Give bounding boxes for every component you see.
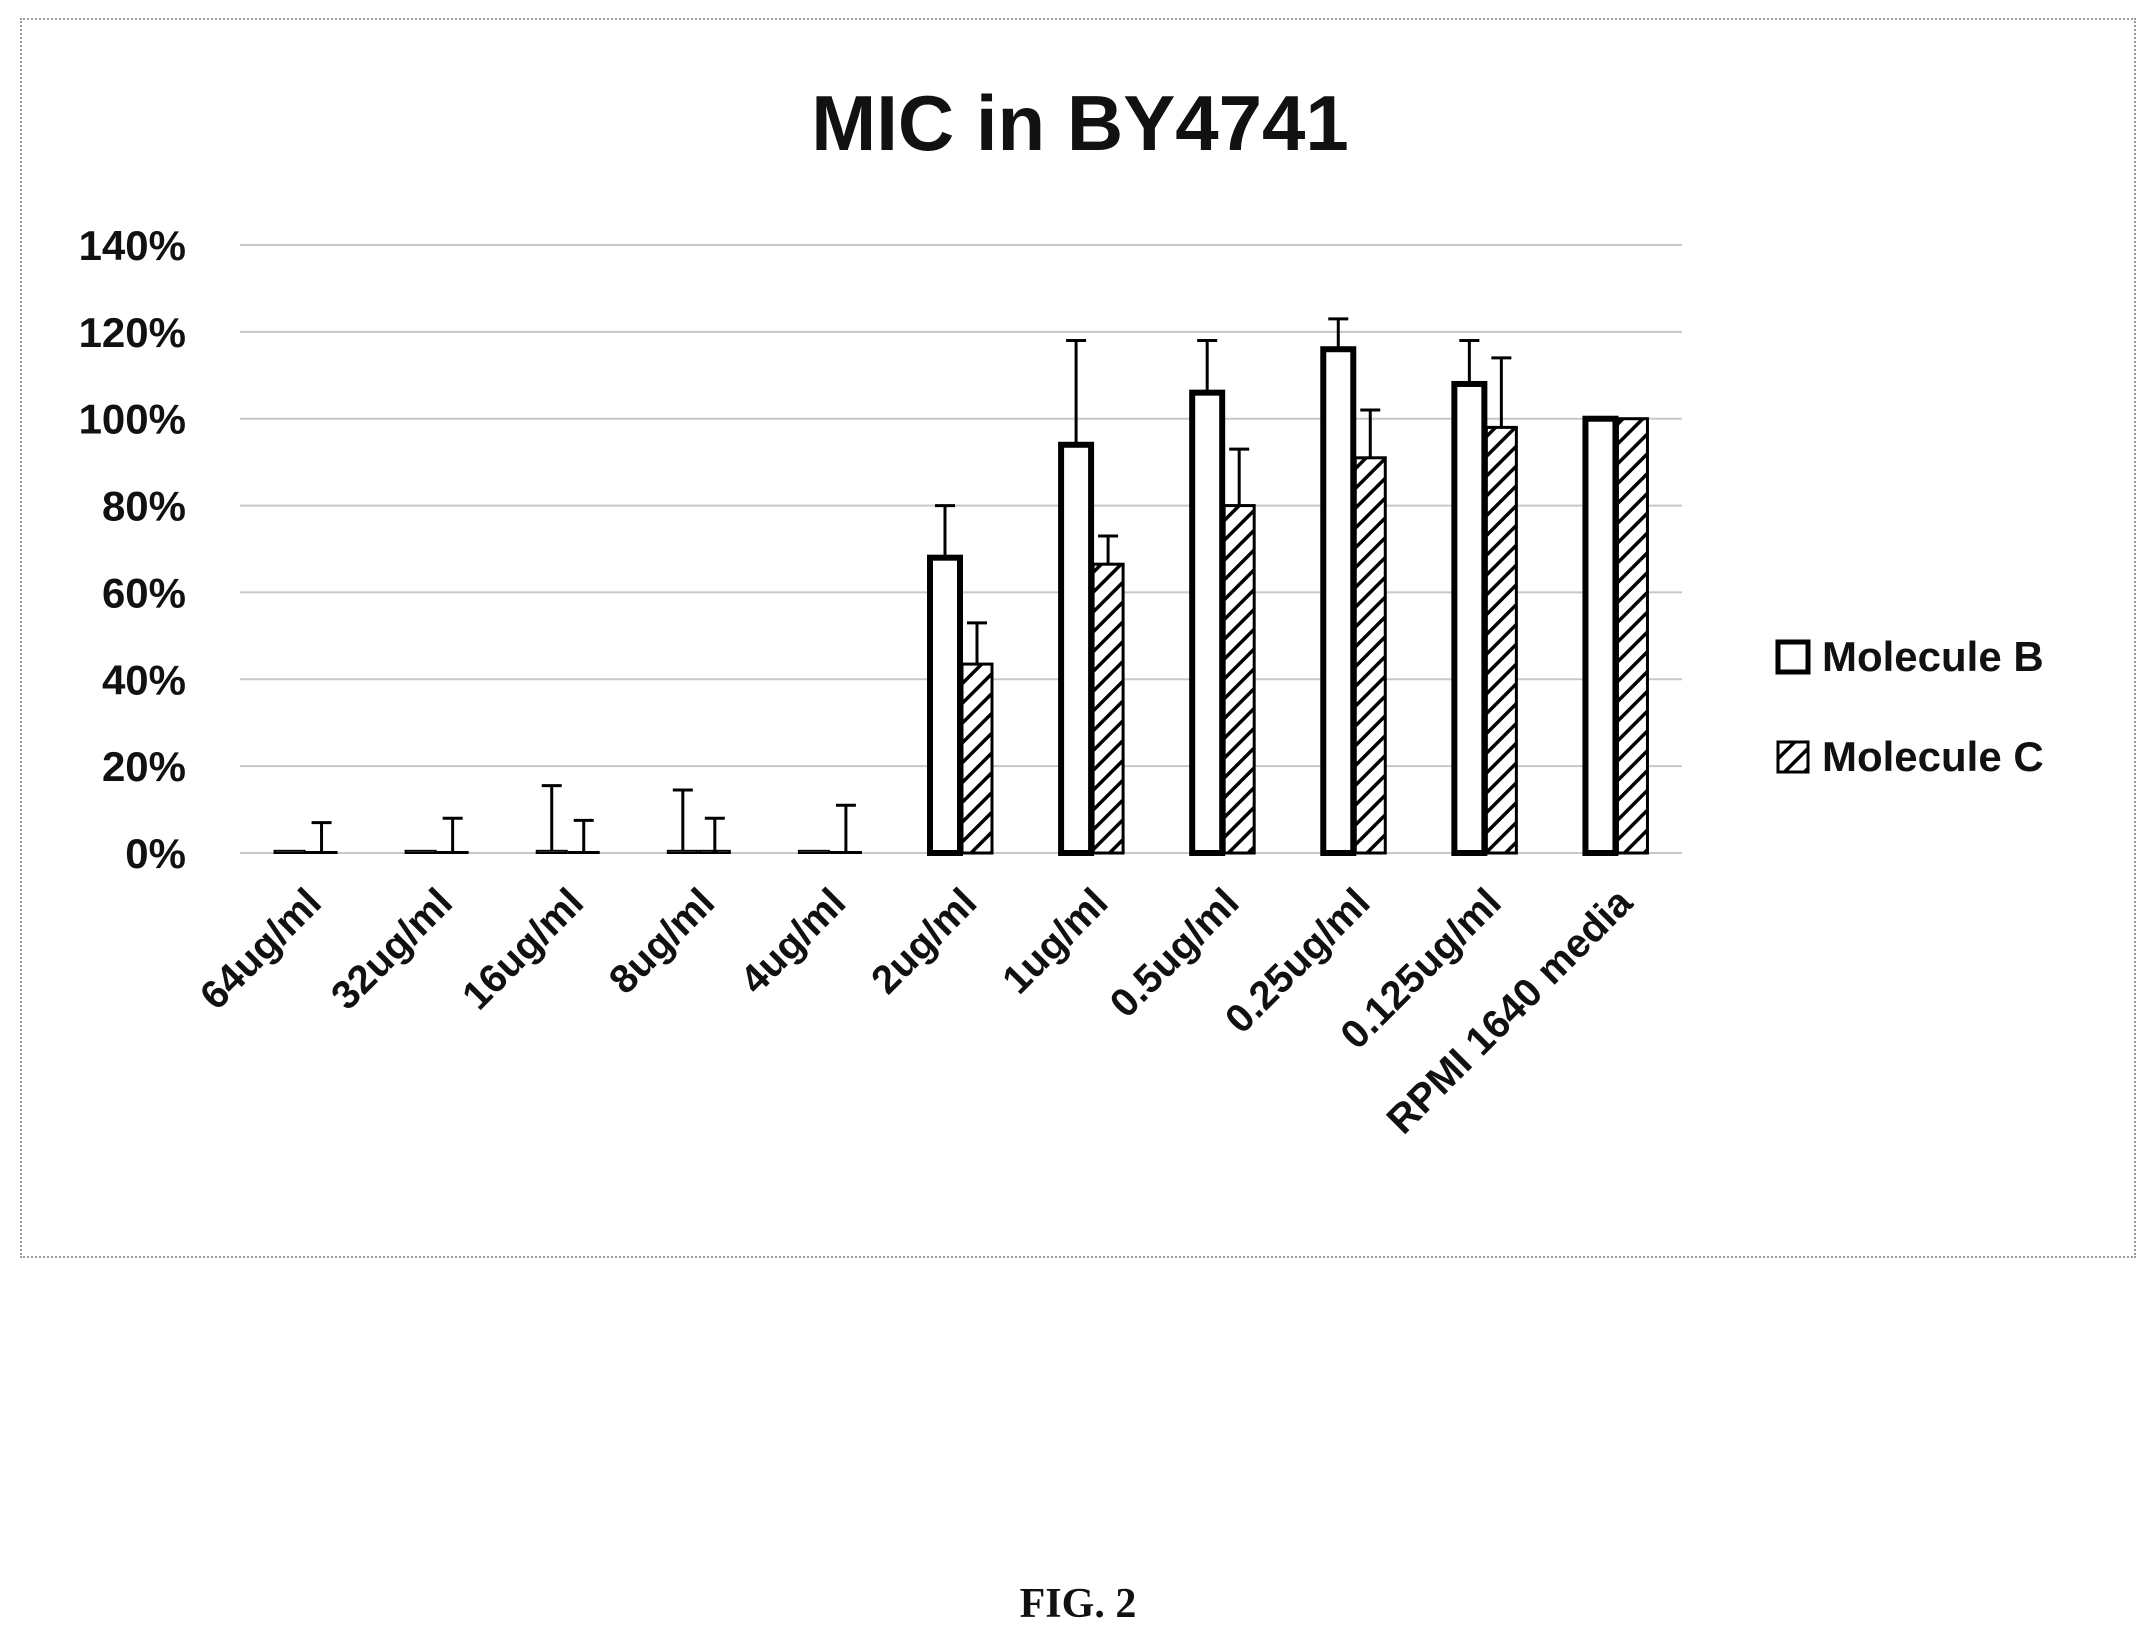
bar-molecule-b [927, 554, 963, 857]
bar-molecule-b [1189, 389, 1226, 856]
y-tick-label: 60% [102, 569, 186, 616]
y-tick-label: 100% [79, 396, 186, 443]
y-tick-label: 80% [102, 483, 186, 530]
bar-molecule-b [273, 849, 306, 854]
error-bar [935, 504, 955, 558]
bar-molecule-c [960, 662, 994, 855]
x-category-label: 4ug/ml [732, 880, 854, 1002]
y-tick-label: 120% [79, 309, 186, 356]
error-bar [541, 784, 562, 851]
y-tick-label: 40% [102, 656, 186, 703]
y-tick-label: 20% [102, 743, 186, 790]
legend-swatch-molecule-b [1775, 639, 1811, 675]
bar-molecule-b [666, 849, 699, 854]
error-bar [1066, 339, 1087, 445]
bars [273, 346, 1649, 857]
x-category-label: RPMI 1640 media [1379, 880, 1642, 1143]
y-axis-ticks: 0% 20% 40% 60% 80% 100% 120% 140% [79, 222, 186, 877]
x-category-label: 16ug/ml [454, 880, 592, 1018]
error-bar [704, 816, 725, 851]
error-bar [1197, 339, 1218, 393]
x-category-label: 8ug/ml [601, 880, 723, 1002]
gridlines [240, 244, 1682, 854]
bar-molecule-b [404, 849, 437, 854]
bar-molecule-b [1320, 346, 1357, 856]
bar-molecule-b [1451, 380, 1488, 856]
error-bars [311, 317, 1512, 853]
error-bar [967, 621, 987, 665]
legend-swatch-molecule-c [1776, 740, 1810, 774]
error-bar [1098, 534, 1119, 565]
bar-molecule-b [797, 849, 830, 854]
legend: Molecule B Molecule C [1775, 633, 2044, 780]
x-category-label: 32ug/ml [323, 880, 461, 1018]
bar-molecule-b [1582, 415, 1619, 856]
error-bar [1360, 408, 1381, 458]
bar-molecule-c [1222, 504, 1256, 855]
bar-molecule-b [535, 849, 568, 854]
bar-molecule-c [1091, 562, 1125, 855]
figure-caption: FIG. 2 [1019, 1581, 1137, 1627]
x-category-label: 1ug/ml [994, 880, 1116, 1002]
bar-molecule-c [1615, 417, 1649, 855]
error-bar [442, 816, 463, 853]
x-category-label: 2ug/ml [863, 880, 985, 1002]
error-bar [1459, 339, 1480, 384]
bar-molecule-c [1484, 425, 1518, 855]
y-tick-label: 140% [79, 222, 186, 269]
legend-label-molecule-b: Molecule B [1822, 633, 2044, 680]
error-bar [835, 803, 856, 853]
error-bar [1328, 317, 1349, 350]
bar-molecule-b [1058, 441, 1095, 856]
legend-label-molecule-c: Molecule C [1822, 733, 2044, 780]
error-bar [1229, 447, 1250, 506]
y-tick-label: 0% [125, 830, 186, 877]
error-bar [672, 788, 693, 851]
error-bar [1491, 356, 1512, 428]
chart-title: MIC in BY4741 [811, 79, 1349, 167]
error-bar [311, 821, 332, 853]
bar-molecule-c [698, 849, 731, 854]
bar-molecule-c [1353, 456, 1387, 855]
x-category-label: 64ug/ml [192, 880, 330, 1018]
chart-frame [20, 18, 2136, 1258]
error-bar [573, 818, 594, 853]
